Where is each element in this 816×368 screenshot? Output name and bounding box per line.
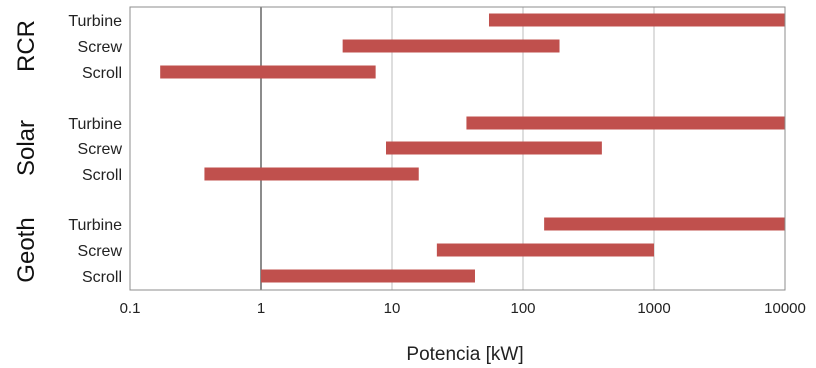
- bar-solar-screw: [386, 141, 602, 155]
- bar-rcr-scroll: [160, 65, 376, 79]
- bar-rcr-screw: [342, 39, 560, 53]
- x-tick-label: 10000: [764, 300, 806, 317]
- range-bars: [160, 13, 785, 283]
- group-label-solar: Solar: [13, 120, 40, 176]
- bar-geoth-scroll: [261, 269, 475, 283]
- x-tick-label: 100: [510, 300, 535, 317]
- x-axis-title: Potencia [kW]: [406, 344, 523, 365]
- category-label: Turbine: [68, 116, 122, 133]
- bar-geoth-screw: [436, 243, 654, 257]
- category-label: Screw: [78, 141, 123, 158]
- labels: 0.1 1 10 100 1000 10000 Turbine Screw Scroll RCR T…: [13, 13, 806, 317]
- axes: [129, 6, 786, 291]
- bar-solar-scroll: [204, 167, 419, 181]
- bar-solar-turbine: [466, 116, 785, 130]
- group-label-geoth: Geoth: [13, 217, 40, 282]
- category-label: Scroll: [82, 167, 122, 184]
- category-label: Turbine: [68, 217, 122, 234]
- category-label: Turbine: [68, 13, 122, 30]
- category-label: Scroll: [82, 65, 122, 82]
- x-tick-label: 1: [257, 300, 265, 317]
- bar-rcr-turbine: [488, 13, 785, 27]
- category-label: Screw: [78, 243, 123, 260]
- category-label: Scroll: [82, 269, 122, 286]
- x-tick-label: 10: [384, 300, 401, 317]
- x-tick-label: 1000: [637, 300, 670, 317]
- group-label-rcr: RCR: [13, 20, 40, 72]
- bar-geoth-turbine: [544, 217, 785, 231]
- category-label: Screw: [78, 39, 123, 56]
- plot-frame: [129, 6, 786, 291]
- x-tick-label: 0.1: [120, 300, 141, 317]
